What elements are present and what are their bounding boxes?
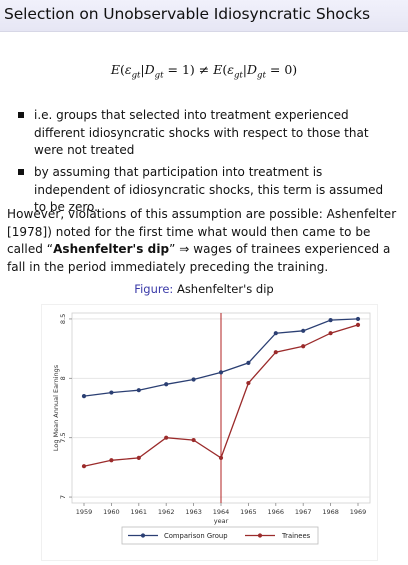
- x-tick-label: 1962: [158, 508, 175, 516]
- x-tick-label: 1969: [350, 508, 367, 516]
- figure-caption-label: Figure:: [134, 282, 174, 296]
- eq-bar-left: |: [140, 62, 145, 77]
- eq-open-right: (: [222, 62, 228, 77]
- ashenfelter-dip-chart: 7 7.5 8 8.5 1959 1960 1961 1962 1963 1964 1965 1966…: [52, 312, 371, 545]
- comparison-group-point: [109, 390, 114, 395]
- y-axis-label: Log Mean Annual Earnings: [52, 364, 60, 451]
- comparison-group-point: [191, 377, 196, 382]
- eq-sub-gt-4: gt: [257, 70, 266, 81]
- bullet-item-1: i.e. groups that selected into treatment…: [18, 107, 393, 160]
- eq-sub-gt-1: gt: [131, 70, 141, 81]
- eq-D-left: D: [144, 62, 155, 77]
- x-tick-label: 1966: [268, 508, 285, 516]
- y-tick-label: 7: [59, 495, 67, 499]
- trainees-point: [191, 437, 196, 443]
- y-tick-label: 8: [59, 376, 67, 380]
- comparison-group-point: [273, 331, 278, 336]
- eq-left-value: = 1): [163, 62, 195, 77]
- comparison-group-point: [164, 382, 169, 387]
- trainees-point: [273, 350, 278, 355]
- comparison-group-point: [328, 318, 333, 323]
- paragraph-text-start: However, violations of this assumption a…: [7, 207, 397, 256]
- x-tick-label: 1961: [131, 508, 148, 516]
- eq-right-value: = 0): [265, 62, 298, 77]
- slide-title: Selection on Unobservable Idiosyncratic …: [4, 5, 370, 23]
- y-tick-label: 7.5: [59, 433, 67, 443]
- trainees-point: [136, 455, 141, 460]
- eq-sub-gt-3: gt: [233, 70, 243, 81]
- trainees-point: [218, 455, 224, 460]
- eq-epsilon-right: ε: [227, 62, 234, 77]
- legend-trainees-label: Trainees: [281, 532, 311, 540]
- comparison-group-point: [301, 328, 306, 333]
- eq-D-right: D: [247, 62, 258, 77]
- ashenfelter-dip-term: Ashenfelter's dip: [53, 242, 170, 256]
- bullet-text: i.e. groups that selected into treatment…: [34, 108, 369, 157]
- comparison-group-point: [81, 394, 87, 399]
- legend-comparison-group-label: Comparison Group: [164, 532, 228, 540]
- x-tick-label: 1965: [240, 508, 257, 516]
- comparison-group-point: [218, 370, 224, 375]
- trainees-point: [328, 331, 333, 336]
- eq-sub-gt-2: gt: [154, 70, 164, 81]
- bullet-square-icon: [18, 169, 24, 175]
- eq-neq: ≠: [194, 62, 214, 77]
- trainees-point: [164, 435, 169, 440]
- eq-E-left: E: [110, 62, 120, 77]
- y-tick-label: 8.5: [59, 314, 67, 324]
- eq-epsilon-left: ε: [124, 62, 132, 77]
- x-tick-label: 1963: [185, 508, 202, 516]
- body-paragraph: However, violations of this assumption a…: [7, 206, 401, 276]
- eq-E-right: E: [213, 62, 223, 77]
- paragraph-text-end: ” ⇒ wages of trainees experienced a fall…: [7, 242, 391, 274]
- legend-trainees-marker: [257, 533, 263, 538]
- x-tick-label: 1964: [213, 508, 230, 516]
- bullet-text: by assuming that participation into trea…: [34, 165, 384, 214]
- figure-caption: Figure: Ashenfelter's dip: [0, 282, 408, 296]
- x-tick-label: 1967: [295, 508, 312, 516]
- bullet-item-2: by assuming that participation into trea…: [18, 164, 393, 217]
- comparison-group-point: [355, 316, 361, 322]
- trainees-point: [301, 344, 306, 349]
- eq-open-left: (: [119, 62, 125, 77]
- x-tick-label: 1959: [76, 508, 93, 516]
- figure-panel: 7 7.5 8 8.5 1959 1960 1961 1962 1963 1964 1965 1966…: [42, 305, 377, 560]
- trainees-point: [109, 458, 114, 463]
- x-tick-label: 1968: [322, 508, 339, 516]
- figure-caption-text: Ashenfelter's dip: [176, 282, 274, 296]
- x-tick-label: 1960: [103, 508, 120, 516]
- trainees-point: [355, 322, 361, 327]
- x-axis-label: year: [214, 517, 229, 525]
- comparison-group-point: [136, 388, 141, 393]
- trainees-point: [81, 464, 87, 469]
- legend-comparison-group-marker: [140, 533, 146, 538]
- trainees-point: [246, 380, 251, 386]
- legend-box: [121, 526, 319, 545]
- slide-title-bar: Selection on Unobservable Idiosyncratic …: [0, 0, 408, 32]
- equation: E(εgt|Dgt = 1) ≠ E(εgt|Dgt = 0): [0, 62, 408, 81]
- comparison-group-point: [246, 360, 251, 365]
- bullet-square-icon: [18, 112, 24, 118]
- eq-bar-right: |: [242, 62, 248, 77]
